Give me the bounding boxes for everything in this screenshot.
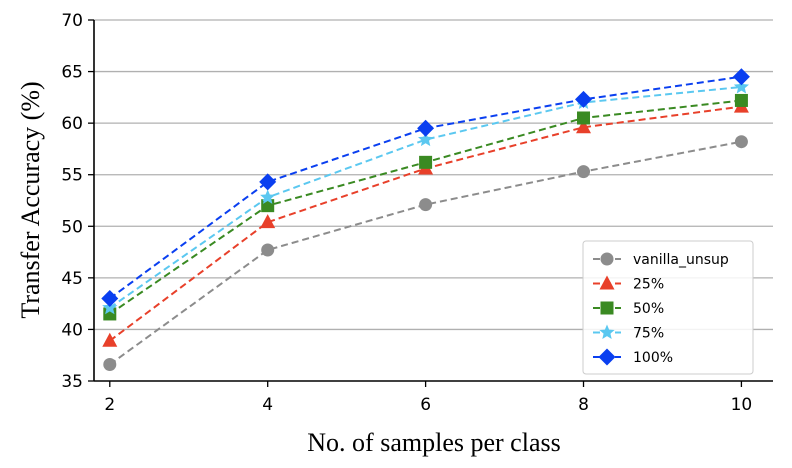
data-point-vanilla_unsup-8 [577, 165, 591, 179]
x-tick-label-6: 6 [420, 395, 431, 415]
data-point-vanilla_unsup-6 [419, 198, 433, 212]
data-point-vanilla_unsup-10 [734, 135, 748, 149]
y-tick-label-70: 70 [61, 11, 83, 31]
axes [93, 20, 773, 382]
data-point-100%-10 [732, 68, 750, 86]
legend: vanilla_unsup 25% 50% 75% 100% [582, 240, 754, 375]
data-point-75%-10 [733, 79, 750, 94]
series-line-vanilla_unsup [109, 140, 742, 366]
series-50% [103, 93, 748, 321]
legend-marker-vanilla_unsup [600, 252, 614, 266]
data-point-100%-2 [101, 289, 119, 307]
y-axis-title: Transfer Accuracy (%) [16, 81, 45, 318]
legend-label-50%: 50% [633, 301, 664, 317]
series-line-75% [109, 86, 742, 309]
x-tick-label-8: 8 [578, 395, 589, 415]
series-vanilla_unsup [103, 135, 748, 371]
legend-label-100%: 100% [633, 350, 673, 366]
data-point-50%-6 [419, 155, 433, 169]
x-tick-label-10: 10 [731, 395, 753, 415]
legend-box [582, 240, 754, 375]
data-point-vanilla_unsup-2 [103, 357, 117, 371]
legend-marker-75% [599, 324, 615, 339]
series-group [101, 68, 750, 371]
legend-label-vanilla_unsup: vanilla_unsup [633, 252, 729, 268]
ticks: 35 40 45 50 55 60 65 70 2 4 6 8 10 [61, 11, 752, 415]
data-point-75%-2 [102, 299, 118, 315]
series-100% [101, 68, 750, 307]
data-point-50%-4 [261, 199, 275, 213]
data-point-75%-4 [260, 189, 276, 204]
legend-marker-100% [598, 348, 616, 366]
y-tick-label-40: 40 [61, 320, 83, 340]
legend-marker-50% [600, 301, 614, 315]
legend-marker-25% [599, 275, 615, 290]
data-point-50%-10 [734, 93, 748, 107]
legend-label-25%: 25% [633, 277, 664, 293]
legend-label-75%: 75% [633, 326, 664, 342]
data-point-100%-8 [575, 90, 593, 108]
x-tick-label-4: 4 [262, 395, 273, 415]
data-point-100%-6 [417, 119, 435, 137]
x-axis-title: No. of samples per class [307, 428, 560, 457]
series-75% [102, 79, 750, 315]
y-tick-label-55: 55 [61, 166, 83, 186]
data-point-25%-2 [102, 332, 118, 347]
data-point-100%-4 [259, 173, 277, 191]
y-tick-label-50: 50 [61, 217, 83, 237]
data-point-75%-6 [418, 131, 434, 147]
data-point-50%-8 [577, 111, 591, 125]
data-point-25%-8 [576, 119, 592, 134]
y-tick-label-65: 65 [61, 63, 83, 83]
x-tick-label-2: 2 [104, 395, 115, 415]
y-tick-label-35: 35 [61, 372, 83, 392]
y-tick-label-60: 60 [61, 114, 83, 134]
y-tick-label-45: 45 [61, 269, 83, 289]
data-point-vanilla_unsup-4 [261, 243, 275, 257]
data-point-25%-4 [260, 214, 276, 229]
